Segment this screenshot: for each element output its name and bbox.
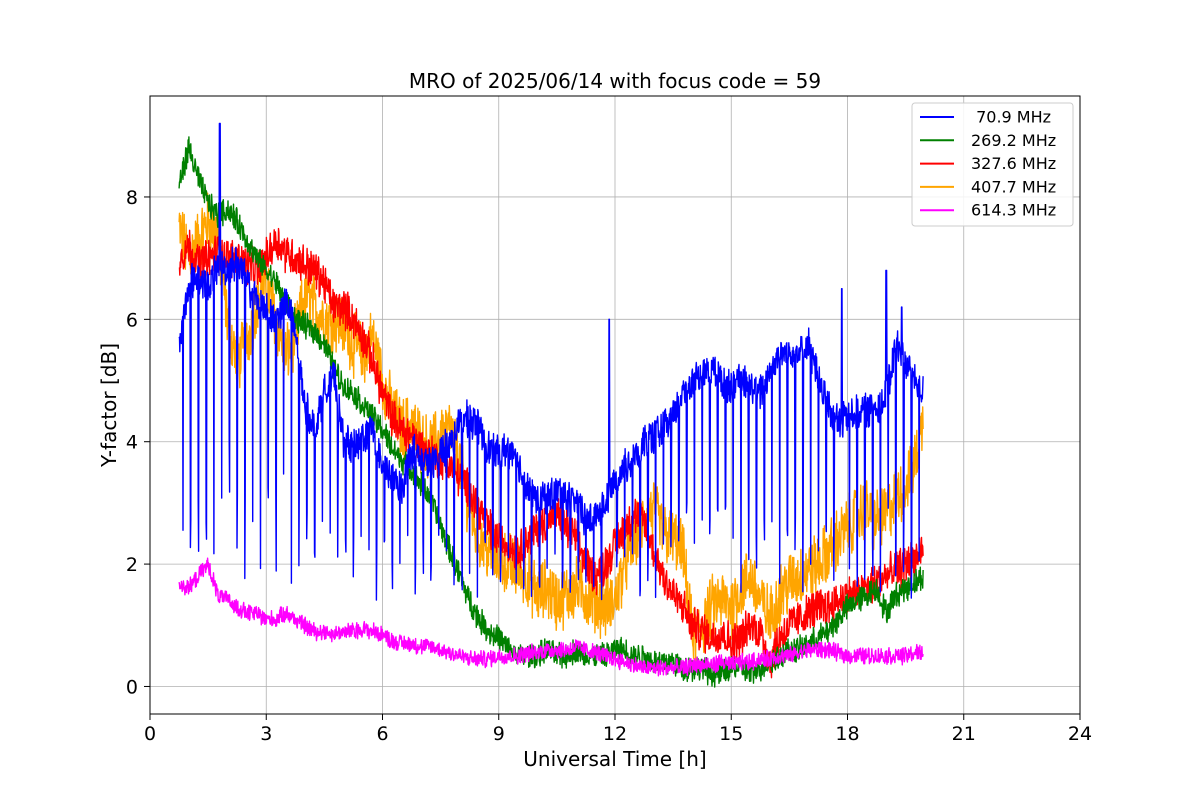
series-line [178, 227, 924, 679]
series-line [178, 122, 924, 601]
series-line [178, 192, 924, 661]
x-axis-label: Universal Time [h] [523, 747, 706, 771]
y-tick-label: 6 [126, 309, 138, 331]
series-layer [178, 122, 924, 688]
legend-entry: 269.2 MHz [971, 131, 1056, 150]
legend-box [911, 102, 1074, 227]
x-tick-label: 6 [376, 723, 388, 745]
x-tick-label: 3 [260, 723, 272, 745]
y-tick-label: 8 [126, 187, 138, 209]
y-tick-label: 4 [126, 432, 138, 454]
y-axis-label: Y-factor [dB] [97, 343, 121, 468]
x-tick-label: 18 [835, 723, 859, 745]
chart-title: MRO of 2025/06/14 with focus code = 59 [409, 69, 821, 93]
legend-entry: 407.7 MHz [971, 177, 1056, 196]
x-tick-label: 9 [493, 723, 505, 745]
legend-entry: 70.9 MHz [971, 108, 1051, 127]
x-axis: 0 3 6 9 12 15 18 21 24 [144, 714, 1092, 745]
series-line [178, 557, 924, 677]
x-tick-label: 0 [144, 723, 156, 745]
y-tick-label: 0 [126, 676, 138, 698]
y-axis: 0 2 4 6 8 [126, 187, 150, 698]
y-tick-label: 2 [126, 554, 138, 576]
x-tick-label: 12 [603, 723, 627, 745]
series-line [178, 136, 924, 688]
legend-entry: 614.3 MHz [971, 201, 1056, 220]
legend: 70.9 MHz 269.2 MHz 327.6 MHz 407.7 MHz 614.3… [911, 102, 1074, 227]
x-tick-label: 24 [1068, 723, 1092, 745]
legend-entry: 327.6 MHz [971, 154, 1056, 173]
x-tick-label: 21 [952, 723, 976, 745]
x-tick-label: 15 [719, 723, 743, 745]
